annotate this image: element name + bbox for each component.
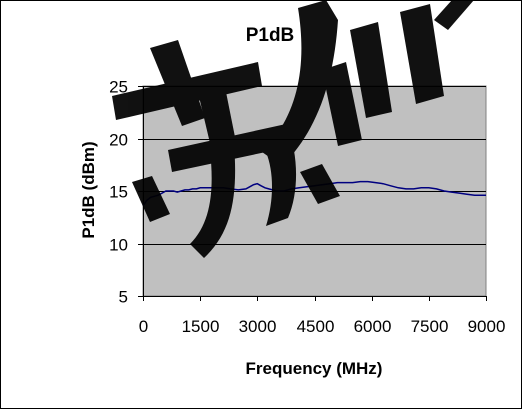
x-tick-label: 9000 [468, 317, 506, 336]
watermark-stroke [132, 176, 170, 222]
watermark-stroke [112, 62, 262, 120]
y-tick-labels: 5 10 15 20 25 [109, 78, 128, 307]
x-tick-label: 7500 [411, 317, 449, 336]
x-tick-label: 0 [139, 317, 148, 336]
chart-title: P1dB [246, 25, 295, 46]
watermark-stroke [262, 0, 338, 166]
watermark-stroke [434, 0, 474, 30]
x-tick-label: 6000 [354, 317, 392, 336]
x-tick-label: 3000 [239, 317, 277, 336]
watermark-stroke [190, 144, 236, 258]
x-tick-label: 4500 [297, 317, 335, 336]
y-tick-label: 5 [119, 288, 128, 307]
watermark [112, 0, 474, 258]
watermark-stroke [168, 124, 297, 226]
watermark-stroke [322, 62, 362, 146]
y-axis-label: P1dB (dBm) [79, 141, 98, 238]
watermark-stroke [400, 4, 444, 104]
y-tick-label: 20 [109, 131, 128, 150]
y-tick-label: 10 [109, 236, 128, 255]
x-tick-labels: 0 1500 3000 4500 6000 7500 9000 [139, 317, 506, 336]
y-tick-label: 25 [109, 78, 128, 97]
x-axis-label: Frequency (MHz) [246, 359, 383, 378]
watermark-stroke [350, 22, 392, 118]
x-tick-label: 1500 [182, 317, 220, 336]
watermark-stroke [300, 164, 340, 204]
y-tick-label: 15 [109, 183, 128, 202]
